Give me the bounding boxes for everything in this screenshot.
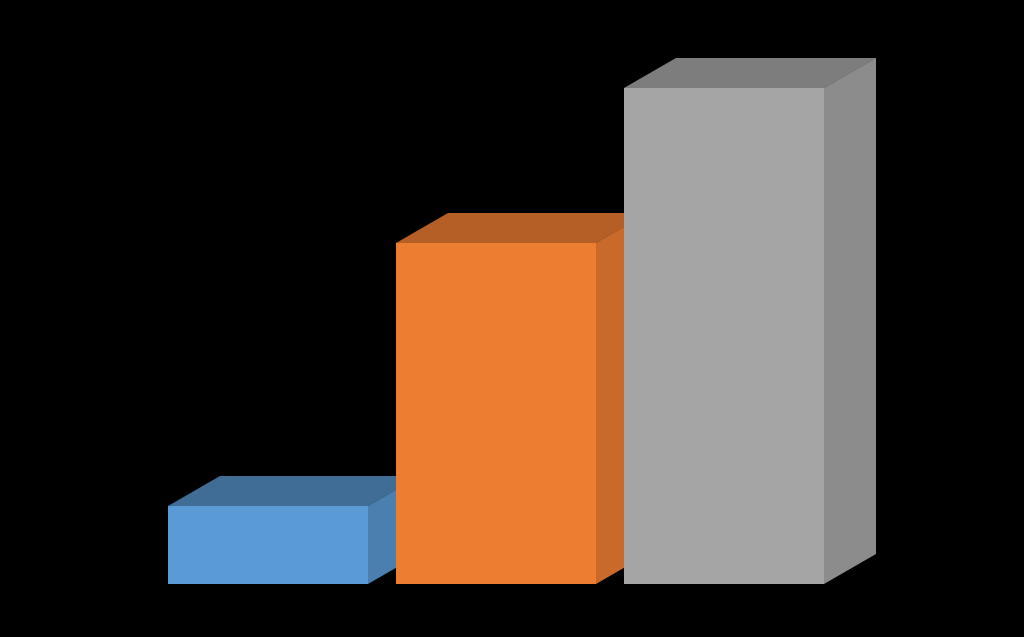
- bar-1: [168, 476, 420, 584]
- bar-3: [624, 58, 876, 584]
- bar-2: [396, 213, 648, 584]
- bar-chart-3d: [0, 0, 1024, 637]
